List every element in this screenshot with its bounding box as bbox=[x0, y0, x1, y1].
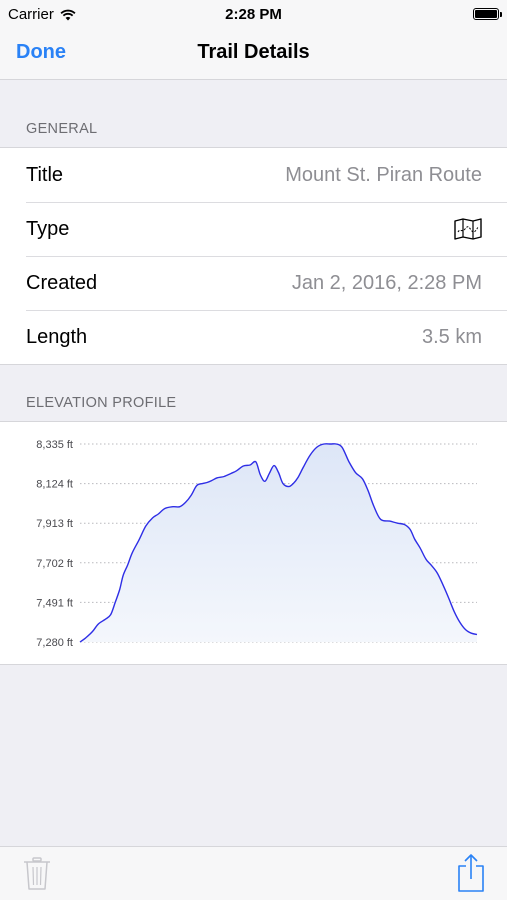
row-title[interactable]: Title Mount St. Piran Route bbox=[0, 148, 507, 202]
navigation-bar: Done Trail Details bbox=[0, 28, 507, 80]
wifi-icon bbox=[60, 9, 76, 20]
status-bar: Carrier 2:28 PM bbox=[0, 0, 507, 28]
general-group: Title Mount St. Piran Route Type Created… bbox=[0, 147, 507, 365]
elevation-chart: 8,335 ft 8,124 ft 7,913 ft 7,702 ft 7,491 ft… bbox=[36, 439, 478, 649]
row-length[interactable]: Length 3.5 km bbox=[0, 310, 507, 364]
row-type[interactable]: Type bbox=[0, 202, 507, 256]
battery-icon bbox=[473, 8, 502, 20]
done-button[interactable]: Done bbox=[16, 41, 66, 63]
row-created[interactable]: Created Jan 2, 2016, 2:28 PM bbox=[0, 256, 507, 310]
status-left: Carrier bbox=[8, 6, 76, 23]
map-icon bbox=[454, 218, 482, 240]
row-length-label: Length bbox=[26, 325, 88, 348]
y-tick-label: 8,124 ft bbox=[36, 479, 73, 491]
y-tick-label: 7,280 ft bbox=[36, 637, 73, 649]
elevation-section-header: ELEVATION PROFILE bbox=[26, 395, 177, 411]
share-icon[interactable] bbox=[454, 853, 488, 893]
row-type-label: Type bbox=[26, 217, 70, 240]
row-title-label: Title bbox=[26, 163, 64, 186]
trash-icon bbox=[24, 857, 50, 890]
general-section-header: GENERAL bbox=[26, 121, 98, 137]
status-time: 2:28 PM bbox=[225, 6, 282, 23]
y-tick-label: 7,491 ft bbox=[36, 597, 73, 609]
elevation-chart-group: 8,335 ft 8,124 ft 7,913 ft 7,702 ft 7,491 ft… bbox=[0, 421, 507, 665]
y-tick-label: 8,335 ft bbox=[36, 439, 73, 451]
row-created-value: Jan 2, 2016, 2:28 PM bbox=[291, 271, 482, 294]
elevation-area bbox=[80, 443, 477, 642]
bottom-toolbar bbox=[0, 846, 507, 900]
row-title-value: Mount St. Piran Route bbox=[285, 163, 482, 186]
row-length-value: 3.5 km bbox=[421, 325, 482, 348]
elevation-line bbox=[79, 443, 478, 643]
y-tick-label: 7,913 ft bbox=[36, 518, 73, 530]
y-tick-label: 7,702 ft bbox=[36, 558, 73, 570]
carrier-label: Carrier bbox=[8, 6, 54, 23]
row-created-label: Created bbox=[26, 271, 98, 294]
page-title: Trail Details bbox=[197, 41, 310, 63]
